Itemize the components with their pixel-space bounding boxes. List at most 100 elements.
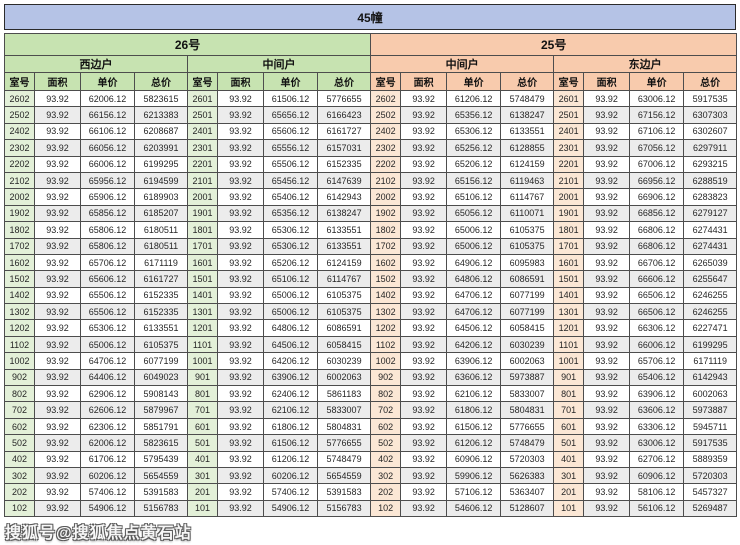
area-cell: 93.92 bbox=[217, 204, 264, 223]
room-cell: 1302 bbox=[370, 303, 402, 321]
area-cell: 93.92 bbox=[217, 286, 264, 305]
table-row: 1602 93.92 65706.12 6171119 1601 93.92 65206.1… bbox=[4, 253, 738, 272]
column-header: 总价 bbox=[316, 72, 372, 91]
price-cell: 63006.12 bbox=[629, 434, 685, 452]
area-cell: 93.92 bbox=[583, 122, 631, 141]
total-cell: 6114767 bbox=[500, 188, 555, 206]
price-cell: 65506.12 bbox=[263, 155, 318, 173]
room-cell: 1401 bbox=[187, 286, 218, 305]
total-cell: 6274431 bbox=[683, 221, 738, 239]
total-cell: 6255647 bbox=[683, 270, 738, 288]
room-cell: 1201 bbox=[187, 319, 218, 337]
table-row: 2302 93.92 66056.12 6203991 2301 93.92 65556.1… bbox=[4, 139, 738, 157]
room-cell: 2402 bbox=[4, 122, 35, 141]
area-cell: 93.92 bbox=[583, 401, 631, 419]
area-cell: 93.92 bbox=[400, 352, 448, 370]
total-cell: 6077199 bbox=[500, 286, 555, 305]
table-row: 902 93.92 64406.12 6049023 901 93.92 63906.12 6… bbox=[4, 368, 738, 387]
room-cell: 1701 bbox=[187, 237, 218, 255]
area-cell: 93.92 bbox=[34, 385, 81, 403]
area-cell: 93.92 bbox=[34, 221, 81, 239]
room-cell: 101 bbox=[553, 499, 585, 518]
price-cell: 62106.12 bbox=[263, 401, 318, 419]
room-cell: 2502 bbox=[4, 106, 35, 124]
total-cell: 5917535 bbox=[683, 434, 738, 452]
total-cell: 6002063 bbox=[316, 368, 372, 387]
total-cell: 6147639 bbox=[316, 171, 372, 190]
room-cell: 1301 bbox=[187, 303, 218, 321]
price-cell: 64906.12 bbox=[446, 253, 502, 272]
area-cell: 93.92 bbox=[217, 466, 264, 485]
total-cell: 6105375 bbox=[316, 303, 372, 321]
area-cell: 93.92 bbox=[583, 303, 631, 321]
room-cell: 601 bbox=[553, 417, 585, 436]
price-cell: 65356.12 bbox=[446, 106, 502, 124]
area-cell: 93.92 bbox=[400, 303, 448, 321]
total-cell: 6152335 bbox=[316, 155, 372, 173]
price-cell: 65006.12 bbox=[263, 286, 318, 305]
table-row: 2002 93.92 65906.12 6189903 2001 93.92 65406.1… bbox=[4, 188, 738, 206]
area-cell: 93.92 bbox=[583, 385, 631, 403]
column-header: 室号 bbox=[370, 72, 402, 91]
area-cell: 93.92 bbox=[400, 335, 448, 354]
area-cell: 93.92 bbox=[583, 499, 631, 518]
room-cell: 2002 bbox=[370, 188, 402, 206]
area-cell: 93.92 bbox=[217, 335, 264, 354]
column-header: 面积 bbox=[217, 72, 264, 91]
total-cell: 5363407 bbox=[500, 483, 555, 501]
price-cell: 61506.12 bbox=[263, 89, 318, 108]
price-cell: 65406.12 bbox=[629, 368, 685, 387]
price-cell: 57406.12 bbox=[80, 483, 135, 501]
total-cell: 5908143 bbox=[134, 385, 188, 403]
room-cell: 2501 bbox=[553, 106, 585, 124]
area-cell: 93.92 bbox=[34, 417, 81, 436]
price-cell: 64806.12 bbox=[263, 319, 318, 337]
total-cell: 5823615 bbox=[134, 434, 188, 452]
room-cell: 2202 bbox=[4, 155, 35, 173]
price-cell: 64806.12 bbox=[446, 270, 502, 288]
price-cell: 65006.12 bbox=[446, 237, 502, 255]
total-cell: 6095983 bbox=[500, 253, 555, 272]
room-cell: 601 bbox=[187, 417, 218, 436]
area-cell: 93.92 bbox=[217, 450, 264, 468]
total-cell: 5128607 bbox=[500, 499, 555, 518]
price-cell: 65006.12 bbox=[263, 303, 318, 321]
section-header: 西边户 bbox=[4, 55, 188, 73]
price-cell: 65106.12 bbox=[446, 188, 502, 206]
room-cell: 202 bbox=[370, 483, 402, 501]
area-cell: 93.92 bbox=[34, 303, 81, 321]
total-cell: 6208687 bbox=[134, 122, 188, 141]
room-cell: 2201 bbox=[187, 155, 218, 173]
price-cell: 63906.12 bbox=[629, 385, 685, 403]
table-row: 2102 93.92 65956.12 6194599 2101 93.92 65456.1… bbox=[4, 171, 738, 190]
table-row: 1002 93.92 64706.12 6077199 1001 93.92 64206.1… bbox=[4, 352, 738, 370]
column-header: 面积 bbox=[34, 72, 81, 91]
room-cell: 1901 bbox=[187, 204, 218, 223]
room-cell: 2001 bbox=[553, 188, 585, 206]
column-header: 室号 bbox=[553, 72, 585, 91]
table-row: 402 93.92 61706.12 5795439 401 93.92 61206.12 5… bbox=[4, 450, 738, 468]
room-cell: 2301 bbox=[553, 139, 585, 157]
column-header: 总价 bbox=[500, 72, 555, 91]
column-header: 面积 bbox=[583, 72, 631, 91]
total-cell: 6077199 bbox=[134, 352, 188, 370]
total-cell: 5851791 bbox=[134, 417, 188, 436]
table-row: 602 93.92 62306.12 5851791 601 93.92 61806.12 5… bbox=[4, 417, 738, 436]
area-cell: 93.92 bbox=[217, 434, 264, 452]
room-cell: 2302 bbox=[370, 139, 402, 157]
price-cell: 65806.12 bbox=[80, 221, 135, 239]
page-title: 45幢 bbox=[4, 4, 736, 30]
column-header: 单价 bbox=[446, 72, 502, 91]
price-cell: 65806.12 bbox=[80, 237, 135, 255]
total-cell: 6227471 bbox=[683, 319, 738, 337]
total-cell: 5720303 bbox=[683, 466, 738, 485]
room-cell: 402 bbox=[4, 450, 35, 468]
price-cell: 64706.12 bbox=[446, 286, 502, 305]
room-cell: 1602 bbox=[370, 253, 402, 272]
room-cell: 102 bbox=[370, 499, 402, 518]
price-table-body: 2602 93.92 62006.12 5823615 2601 93.92 61506.1… bbox=[4, 89, 738, 518]
room-cell: 2102 bbox=[370, 171, 402, 190]
room-cell: 2402 bbox=[370, 122, 402, 141]
room-cell: 1102 bbox=[4, 335, 35, 354]
area-cell: 93.92 bbox=[400, 122, 448, 141]
